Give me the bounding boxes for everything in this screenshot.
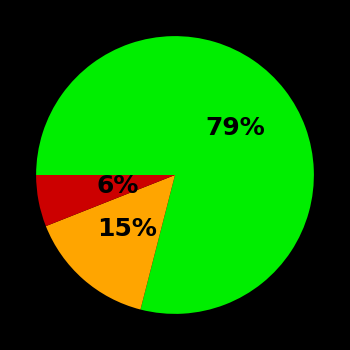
Text: 15%: 15% xyxy=(97,217,157,241)
Text: 79%: 79% xyxy=(205,116,265,140)
Wedge shape xyxy=(46,175,175,309)
Text: 6%: 6% xyxy=(97,174,139,198)
Wedge shape xyxy=(36,36,314,314)
Wedge shape xyxy=(36,175,175,226)
